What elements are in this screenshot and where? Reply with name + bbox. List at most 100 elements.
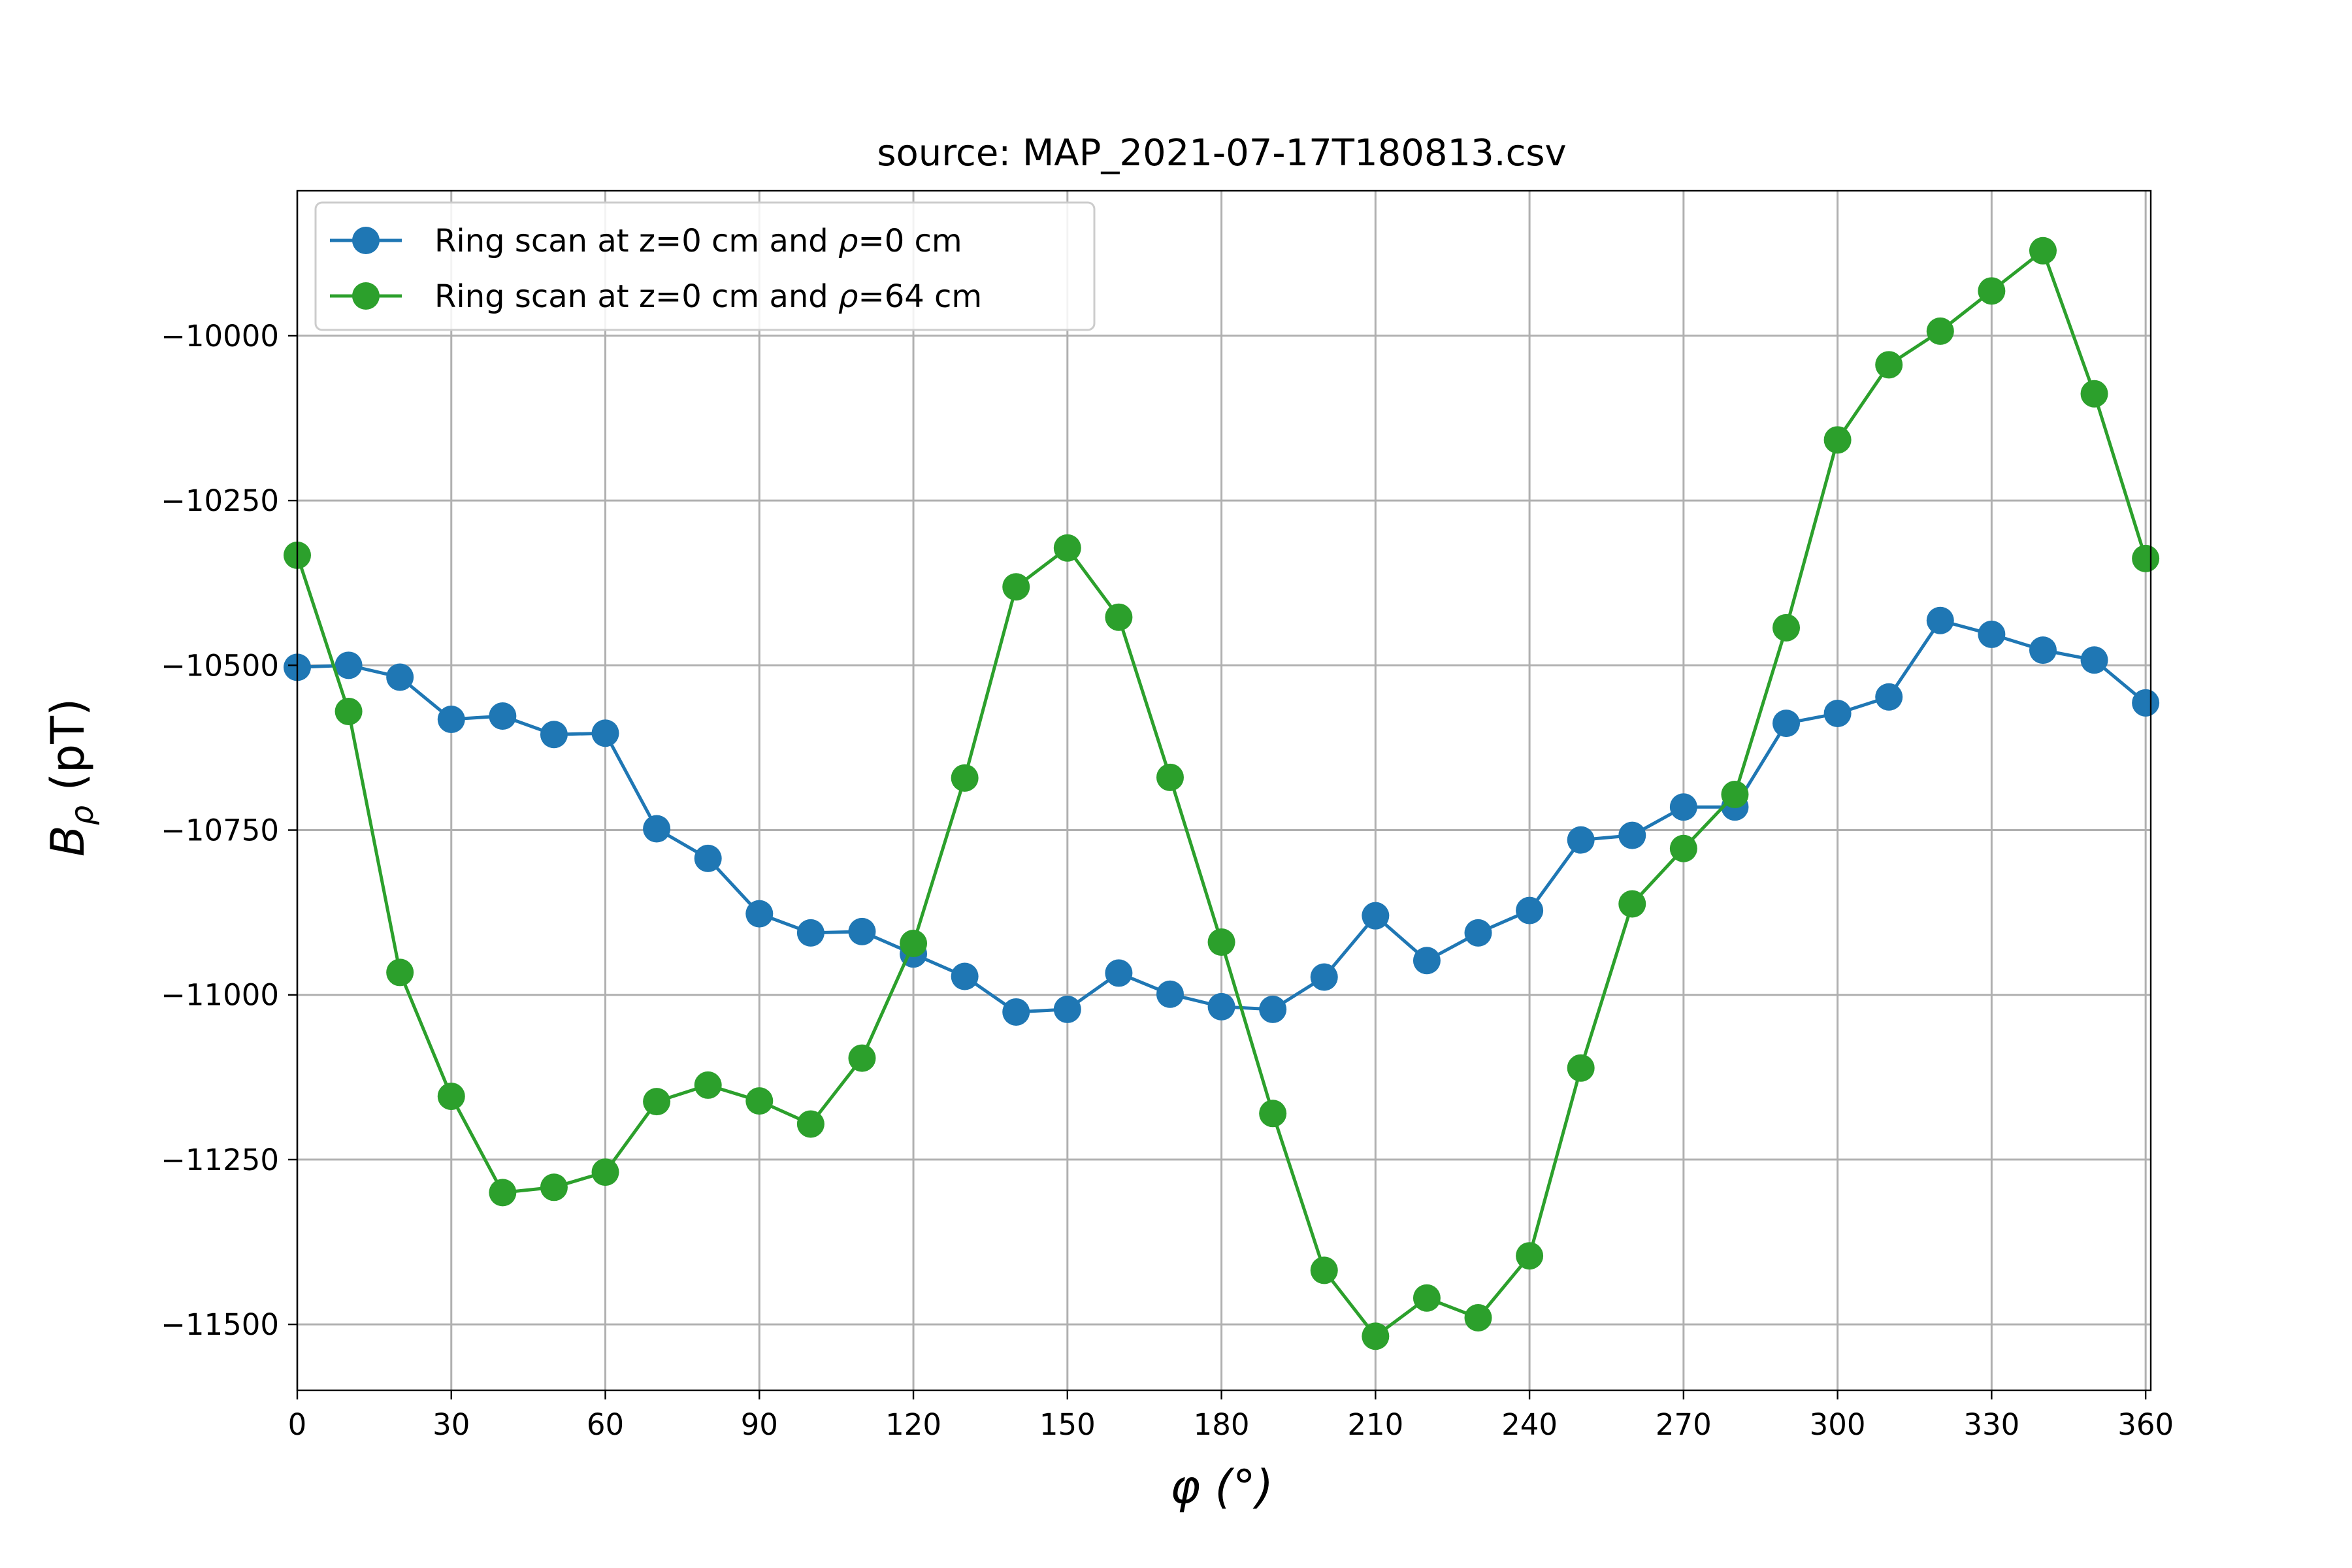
x-tick-label: 90 [741,1407,778,1442]
data-point [1053,534,1081,562]
data-point [745,900,774,928]
y-tick-label: −10250 [161,483,279,518]
x-tick-label: 60 [587,1407,624,1442]
y-tick-label: −10750 [161,813,279,848]
data-point [1413,947,1441,975]
data-point [1772,613,1801,642]
data-point [694,1071,722,1099]
data-point [591,719,619,747]
chart-title: source: MAP_2021-07-17T180813.csv [877,132,1566,174]
data-point [1207,928,1235,956]
y-tick-label: −10500 [161,648,279,683]
data-point [591,1158,619,1186]
x-tick-label: 270 [1656,1407,1712,1442]
data-point [643,1088,671,1116]
data-point [1310,963,1338,991]
data-point [1669,793,1697,821]
x-tick-label: 210 [1347,1407,1403,1442]
data-point [1413,1284,1441,1312]
grid [296,191,2151,1390]
data-point [1823,699,1852,727]
y-tick-label: −11000 [161,978,279,1013]
data-point [2080,380,2108,408]
data-point [951,764,979,792]
legend-marker-rho-0 [352,227,380,254]
x-tick-label: 360 [2117,1407,2174,1442]
data-point [1875,351,1903,379]
data-point [1669,834,1697,862]
y-tick-label: −11250 [161,1143,279,1177]
data-point [694,844,722,872]
x-tick-label: 120 [885,1407,941,1442]
data-point [1567,1054,1595,1082]
data-point [540,1173,568,1201]
x-axis-label: φ (°) [1170,1460,1273,1514]
data-point [1875,683,1903,711]
data-point [386,663,414,691]
legend-label-rho-0: Ring scan at z=0 cm and ρ=0 cm [434,223,962,259]
data-point [489,1179,517,1207]
data-point [1618,821,1646,849]
data-point [1978,620,2006,648]
data-point [1156,763,1184,791]
x-tick-label: 180 [1194,1407,1250,1442]
legend-marker-rho-64 [352,282,380,310]
data-point [1618,890,1646,918]
series-1 [284,237,2160,1350]
data-point [335,697,363,725]
data-point [1310,1256,1338,1284]
data-point [437,706,465,734]
data-point [1362,902,1390,930]
data-point [1105,959,1133,987]
data-point [1002,998,1030,1026]
data-point [1362,1322,1390,1350]
data-point [643,815,671,843]
data-point [1516,1242,1544,1270]
data-point [386,958,414,987]
data-point [745,1087,774,1115]
x-tick-label: 30 [433,1407,470,1442]
data-point [335,651,363,679]
data-point [796,919,825,947]
legend-label-rho-64: Ring scan at z=0 cm and ρ=64 cm [434,278,982,315]
x-tick-label: 150 [1039,1407,1096,1442]
data-point [1207,992,1235,1021]
legend-entry-rho-0: Ring scan at z=0 cm and ρ=0 cm [330,223,962,259]
series-0 [284,606,2160,1026]
data-point [1516,896,1544,924]
data-point [1926,317,1954,345]
data-point [848,1044,876,1072]
plot-frame [296,189,2152,1392]
data-point [489,702,517,730]
data-point [848,917,876,945]
y-axis-label-subscript: ρ [64,806,101,825]
legend-entry-rho-64: Ring scan at z=0 cm and ρ=64 cm [330,278,982,315]
data-point [1721,781,1749,809]
data-point [1105,603,1133,631]
data-point [2029,636,2057,664]
data-point [2132,544,2160,572]
data-point [1823,426,1852,454]
data-point [951,962,979,990]
data-point [1156,980,1184,1008]
axis-ticks: 0 30 60 90 120 150 180 210 240 270 300 330 360 −10000… [161,319,2174,1442]
data-point [2029,237,2057,265]
y-tick-label: −10000 [161,319,279,353]
data-point [1926,606,1954,634]
y-axis-label: Bρ (pT) [41,698,101,857]
data-point [1053,995,1081,1023]
data-point [1002,573,1030,601]
data-point [1464,919,1492,947]
x-tick-label: 0 [288,1407,307,1442]
x-tick-label: 300 [1810,1407,1866,1442]
data-point [1259,995,1287,1023]
data-point [1772,710,1801,738]
plot-series [284,237,2160,1350]
data-point [540,721,568,749]
legend: Ring scan at z=0 cm and ρ=0 cm Ring scan… [314,201,1096,331]
data-point [796,1110,825,1138]
data-point [2080,646,2108,674]
legend-frame [314,201,1096,331]
data-point [1464,1304,1492,1332]
